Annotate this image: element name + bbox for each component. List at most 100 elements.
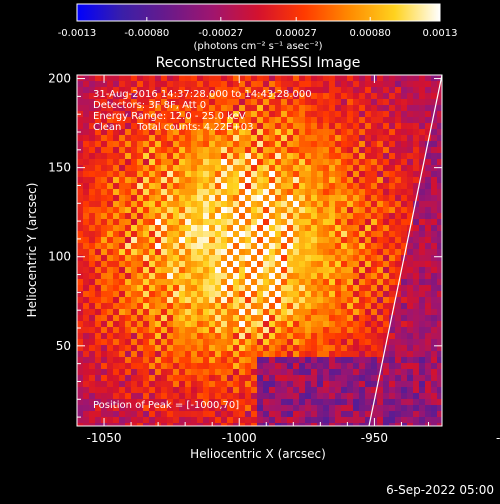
heatmap-cell — [317, 369, 324, 376]
heatmap-cell — [257, 339, 264, 346]
heatmap-cell — [341, 87, 348, 94]
heatmap-cell — [233, 285, 240, 292]
heatmap-cell — [179, 207, 186, 214]
heatmap-cell — [203, 315, 210, 322]
heatmap-cell — [275, 87, 282, 94]
heatmap-cell — [371, 141, 378, 148]
heatmap-cell — [281, 135, 288, 142]
heatmap-cell — [197, 363, 204, 370]
heatmap-cell — [347, 237, 354, 244]
heatmap-cell — [317, 225, 324, 232]
heatmap-cell — [401, 141, 408, 148]
heatmap-cell — [245, 147, 252, 154]
heatmap-cell — [95, 399, 102, 406]
heatmap-cell — [437, 93, 442, 100]
heatmap-cell — [269, 135, 276, 142]
heatmap-cell — [227, 123, 234, 130]
heatmap-cell — [275, 405, 282, 412]
heatmap-cell — [209, 159, 216, 166]
heatmap-cell — [311, 285, 318, 292]
heatmap-cell — [401, 195, 408, 202]
heatmap-cell — [305, 99, 312, 106]
heatmap-cell — [299, 159, 306, 166]
heatmap-cell — [209, 147, 216, 154]
heatmap-cell — [227, 261, 234, 268]
heatmap-cell — [431, 207, 438, 214]
heatmap-cell — [383, 255, 390, 262]
heatmap-cell — [257, 321, 264, 328]
heatmap-cell — [401, 225, 408, 232]
heatmap-cell — [329, 321, 336, 328]
heatmap-cell — [77, 141, 84, 148]
heatmap-cell — [419, 81, 426, 88]
heatmap-cell — [431, 147, 438, 154]
heatmap-cell — [131, 285, 138, 292]
heatmap-cell — [431, 81, 438, 88]
heatmap-cell — [407, 357, 414, 364]
heatmap-cell — [341, 75, 348, 82]
heatmap-cell — [353, 351, 360, 358]
heatmap-cell — [323, 387, 330, 394]
heatmap-cell — [365, 417, 372, 424]
heatmap-cell — [425, 93, 432, 100]
heatmap-cell — [131, 423, 138, 426]
heatmap-cell — [287, 339, 294, 346]
heatmap-cell — [281, 123, 288, 130]
heatmap-cell — [371, 351, 378, 358]
heatmap-cell — [203, 411, 210, 418]
heatmap-cell — [263, 351, 270, 358]
heatmap-cell — [305, 177, 312, 184]
heatmap-cell — [173, 171, 180, 178]
heatmap-cell — [335, 273, 342, 280]
heatmap-cell — [389, 81, 396, 88]
heatmap-cell — [395, 81, 402, 88]
heatmap-cell — [227, 399, 234, 406]
heatmap-cell — [149, 285, 156, 292]
heatmap-cell — [287, 75, 294, 82]
heatmap-cell — [419, 297, 426, 304]
heatmap-cell — [341, 231, 348, 238]
heatmap-cell — [245, 195, 252, 202]
heatmap-cell — [155, 309, 162, 316]
heatmap-cell — [239, 207, 246, 214]
heatmap-cell — [395, 339, 402, 346]
heatmap-cell — [149, 201, 156, 208]
heatmap-cell — [275, 123, 282, 130]
heatmap-cell — [113, 249, 120, 256]
heatmap-cell — [335, 291, 342, 298]
heatmap-cell — [95, 111, 102, 118]
heatmap-cell — [173, 183, 180, 190]
heatmap-cell — [383, 117, 390, 124]
heatmap-cell — [89, 321, 96, 328]
heatmap-cell — [413, 411, 420, 418]
heatmap-cell — [185, 93, 192, 100]
heatmap-cell — [395, 171, 402, 178]
heatmap-cell — [173, 189, 180, 196]
info-annotation: 31-Aug-2016 14:37:28.000 to 14:43:28.000… — [93, 89, 312, 133]
heatmap-cell — [197, 291, 204, 298]
heatmap-cell — [173, 237, 180, 244]
heatmap-cell — [107, 267, 114, 274]
heatmap-cell — [179, 165, 186, 172]
heatmap-cell — [149, 87, 156, 94]
heatmap-cell — [215, 111, 222, 118]
heatmap-cell — [275, 219, 282, 226]
heatmap-cell — [437, 255, 442, 262]
heatmap-cell — [113, 339, 120, 346]
heatmap-cell — [245, 309, 252, 316]
heatmap-cell — [197, 339, 204, 346]
heatmap-cell — [89, 363, 96, 370]
heatmap-cell — [275, 183, 282, 190]
heatmap-cell — [113, 213, 120, 220]
heatmap-cell — [335, 267, 342, 274]
heatmap-cell — [419, 237, 426, 244]
heatmap-cell — [107, 249, 114, 256]
heatmap-cell — [437, 381, 442, 388]
heatmap-cell — [347, 135, 354, 142]
heatmap-cell — [413, 147, 420, 154]
heatmap-cell — [239, 159, 246, 166]
heatmap-cell — [125, 201, 132, 208]
heatmap-cell — [227, 357, 234, 364]
heatmap-cell — [167, 255, 174, 262]
heatmap-cell — [227, 129, 234, 136]
